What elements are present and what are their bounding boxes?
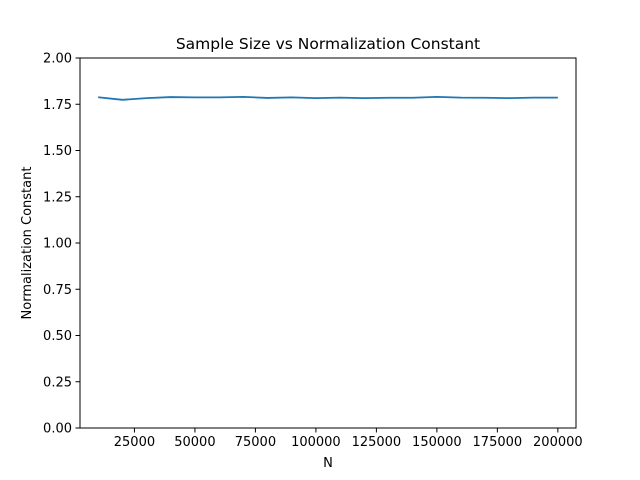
x-tick-label: 200000 — [533, 435, 583, 450]
y-tick-label: 1.00 — [43, 237, 72, 252]
y-tick-label: 1.50 — [43, 144, 72, 159]
y-tick-label: 2.00 — [43, 52, 72, 67]
series-layer — [98, 95, 558, 101]
x-tick-label: 100000 — [291, 435, 341, 450]
y-tick-label: 1.25 — [43, 190, 72, 205]
x-tick-label: 50000 — [174, 435, 215, 450]
y-tick-label: 0.50 — [43, 329, 72, 344]
y-tick-label: 0.00 — [43, 422, 72, 437]
y-tick-label: 0.25 — [43, 375, 72, 390]
y-axis-ticks: 0.00 0.25 0.50 0.75 1.00 1.25 1.50 1.75 2.00 — [43, 52, 80, 437]
x-tick-label: 75000 — [235, 435, 276, 450]
y-tick-label: 0.75 — [43, 283, 72, 298]
x-axis-ticks: 25000 50000 75000 100000 125000 150000 175000 2… — [114, 428, 583, 450]
y-axis-label: Normalization Constant — [20, 167, 35, 320]
y-tick-label: 1.75 — [43, 98, 72, 113]
x-tick-label: 125000 — [352, 435, 402, 450]
x-tick-label: 150000 — [412, 435, 462, 450]
series-line — [98, 95, 558, 101]
x-tick-label: 25000 — [114, 435, 155, 450]
plot-area-frame — [79, 57, 577, 429]
chart-title: Sample Size vs Normalization Constant — [176, 35, 480, 53]
x-tick-label: 175000 — [473, 435, 523, 450]
x-axis-label: N — [323, 456, 333, 471]
plot-area-background — [80, 58, 576, 428]
